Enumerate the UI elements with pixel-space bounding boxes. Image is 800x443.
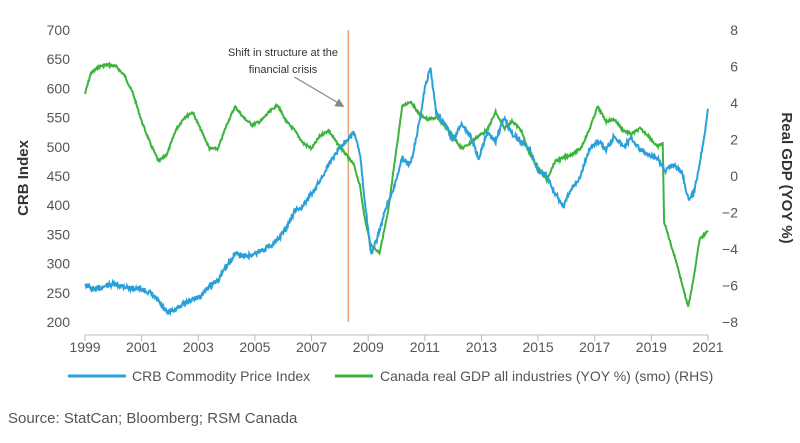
legend-crb-label: CRB Commodity Price Index <box>132 368 310 384</box>
x-tick-label: 2001 <box>126 339 157 355</box>
left-tick-label: 500 <box>47 139 71 155</box>
left-axis-title: CRB Index <box>15 139 32 216</box>
left-tick-label: 350 <box>47 226 71 242</box>
legend-gdp-label: Canada real GDP all industries (YOY %) (… <box>380 368 713 384</box>
source-note: Source: StatCan; Bloomberg; RSM Canada <box>8 410 298 427</box>
x-tick-label: 2015 <box>523 339 554 355</box>
x-tick-label: 2007 <box>296 339 327 355</box>
right-tick-label: 8 <box>730 22 738 38</box>
x-tick-label: 2011 <box>410 339 440 355</box>
x-tick-label: 2021 <box>692 339 723 355</box>
x-tick-label: 2017 <box>579 339 610 355</box>
crb-series-line <box>84 67 709 317</box>
right-tick-label: 0 <box>730 168 738 184</box>
left-tick-label: 600 <box>47 80 71 96</box>
left-tick-label: 650 <box>47 51 71 67</box>
annotation-line-2: financial crisis <box>249 64 318 76</box>
left-tick-label: 200 <box>47 314 71 330</box>
right-tick-label: 2 <box>730 132 738 148</box>
annotation-line-1: Shift in structure at the <box>228 47 338 59</box>
left-axis-ticks: 200 250 300 350 400 450 500 550 600 650 700 <box>47 22 71 330</box>
x-tick-label: 2019 <box>636 339 667 355</box>
left-tick-label: 250 <box>47 285 71 301</box>
annotation-arrow <box>294 76 339 104</box>
right-axis-ticks: −8 −6 −4 −2 0 2 4 6 8 <box>722 22 738 330</box>
right-axis-title: Real GDP (YOY %) <box>778 112 795 243</box>
left-tick-label: 400 <box>47 197 71 213</box>
x-tick-label: 2009 <box>353 339 384 355</box>
x-tick-label: 1999 <box>69 339 100 355</box>
x-tick-label: 2003 <box>183 339 214 355</box>
left-tick-label: 450 <box>47 168 71 184</box>
right-tick-label: −8 <box>722 314 738 330</box>
x-axis-ticks: 1999 2001 2003 2005 2007 2009 2011 2013 2015 2017… <box>69 335 724 355</box>
gdp-series-line <box>84 61 709 307</box>
right-tick-label: −2 <box>722 205 738 221</box>
right-tick-label: −4 <box>722 241 738 257</box>
right-tick-label: 4 <box>730 95 738 111</box>
left-tick-label: 300 <box>47 256 71 272</box>
x-tick-label: 2005 <box>239 339 270 355</box>
x-tick-label: 2013 <box>466 339 497 355</box>
right-tick-label: 6 <box>730 59 738 75</box>
annotation-arrowhead <box>334 98 345 107</box>
left-tick-label: 550 <box>47 110 71 126</box>
left-tick-label: 700 <box>47 22 71 38</box>
right-tick-label: −6 <box>722 278 738 294</box>
